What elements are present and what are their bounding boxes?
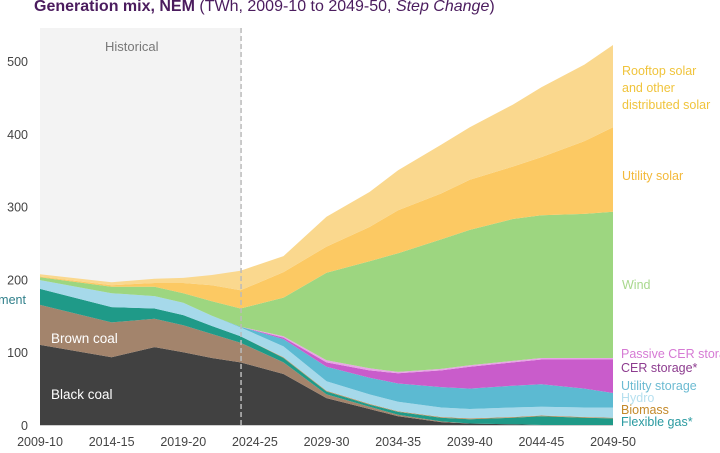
chart-subtitle-scenario: Step Change: [395, 0, 490, 15]
area-rooftop-solar-and-other-distributed-solar: [40, 45, 613, 291]
area-brown-coal: [40, 304, 613, 425]
y-tick-label: 500: [7, 55, 28, 69]
y-tick-label: 0: [21, 419, 28, 433]
chart-subtitle-prefix: (TWh, 2009-10 to 2049-50,: [199, 0, 396, 15]
area-utility-solar: [40, 127, 613, 309]
label-black-coal: Black coal: [51, 387, 113, 402]
label-utility-solar: Utility solar: [622, 169, 684, 183]
area-flexible-gas: [40, 288, 613, 425]
label-utility-storage: Utility storage: [621, 379, 697, 393]
series-areas: [40, 45, 613, 425]
label-rooftop-line-2: and other: [622, 81, 675, 95]
label-rooftop-line-3: distributed solar: [622, 98, 711, 112]
x-tick-label: 2034-35: [375, 435, 421, 449]
x-tick-label: 2024-25: [232, 435, 278, 449]
x-axis-ticks: 2009-10 2014-15 2019-20 2024-25 2029-30 2034-…: [17, 435, 636, 449]
label-rooftop-line-1: Rooftop solar: [622, 64, 697, 78]
y-tick-label: 200: [7, 273, 28, 287]
area-wind: [40, 211, 613, 372]
y-axis-ticks: 0 100 200 300 400 500: [7, 55, 28, 433]
label-cut-off-left: -ment: [0, 293, 26, 307]
label-brown-coal: Brown coal: [51, 331, 118, 346]
historical-label: Historical: [105, 39, 159, 54]
x-tick-label: 2049-50: [590, 435, 636, 449]
x-tick-label: 2039-40: [447, 435, 493, 449]
area-black-coal: [40, 344, 613, 425]
label-passive-cer-storage: Passive CER storage: [621, 347, 720, 361]
label-hydro: Hydro: [621, 391, 655, 405]
y-tick-label: 100: [7, 346, 28, 360]
label-flexible-gas: Flexible gas*: [621, 415, 693, 429]
y-tick-label: 400: [7, 128, 28, 142]
x-tick-label: 2014-15: [89, 435, 135, 449]
area-utility-storage: [40, 280, 613, 409]
x-tick-label: 2044-45: [518, 435, 564, 449]
y-tick-label: 300: [7, 201, 28, 215]
area-hydro: [40, 280, 613, 419]
x-tick-label: 2029-30: [304, 435, 350, 449]
label-biomass: Biomass: [621, 403, 669, 417]
label-cer-storage: CER storage*: [621, 361, 698, 375]
chart-subtitle-suffix: ): [489, 0, 495, 15]
chart-title: Generation mix, NEM (TWh, 2009-10 to 204…: [34, 0, 495, 15]
area-cer-storage: [40, 280, 613, 393]
x-tick-label: 2009-10: [17, 435, 63, 449]
x-tick-label: 2019-20: [160, 435, 206, 449]
label-wind: Wind: [622, 278, 651, 292]
label-rooftop-solar: Rooftop solar and other distributed sola…: [622, 63, 710, 114]
